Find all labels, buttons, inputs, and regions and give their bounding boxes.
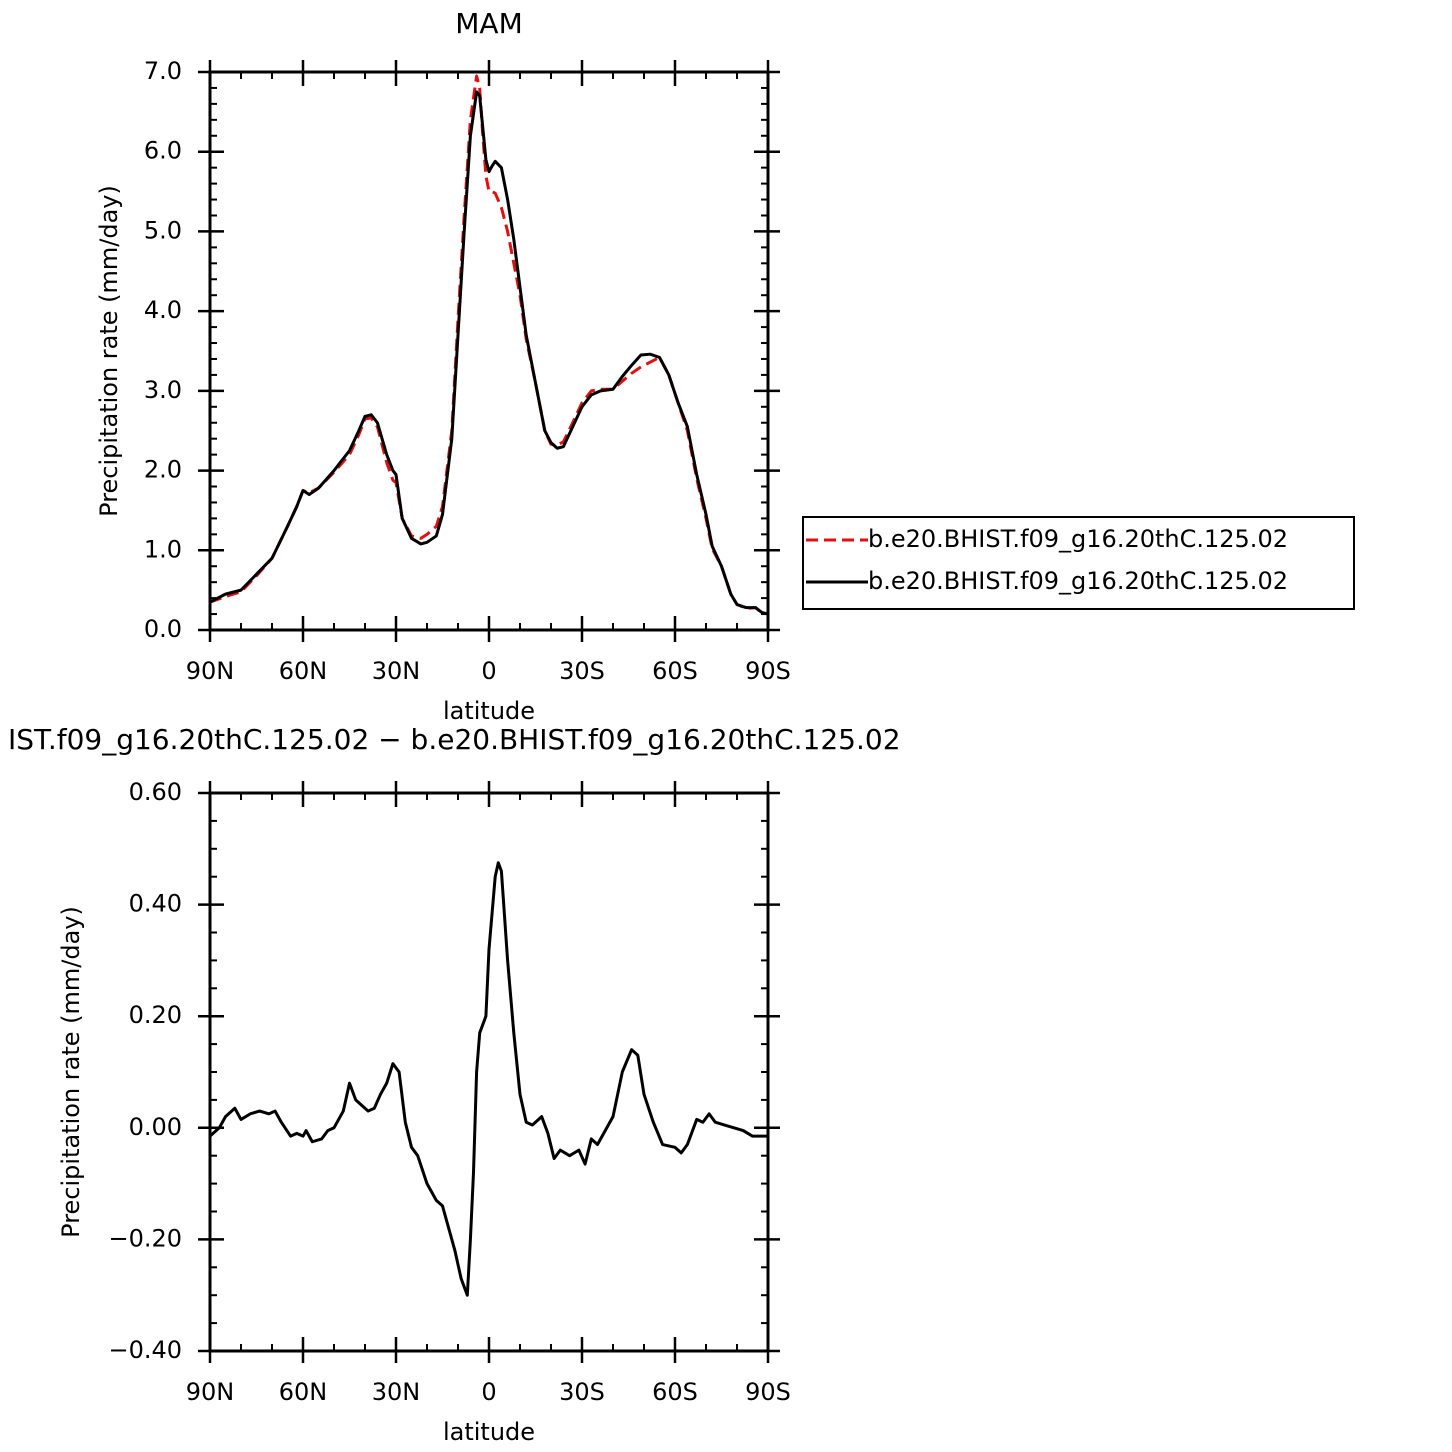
y-axis-label: Precipitation rate (mm/day) (95, 185, 123, 517)
y-tick-label: 0.40 (129, 890, 182, 918)
chart-title: IST.f09_g16.20thC.125.02 − b.e20.BHIST.f… (8, 723, 901, 756)
y-tick-label: 1.0 (144, 535, 182, 563)
x-tick-label: 30S (559, 1378, 605, 1406)
x-tick-label: 60S (652, 657, 698, 685)
y-tick-label: 0.00 (129, 1113, 182, 1141)
x-tick-label: 90S (745, 1378, 791, 1406)
y-tick-label: 3.0 (144, 376, 182, 404)
x-tick-label: 30N (372, 657, 421, 685)
x-tick-label: 30N (372, 1378, 421, 1406)
y-tick-label: 7.0 (144, 57, 182, 85)
y-tick-label: 0.20 (129, 1001, 182, 1029)
x-tick-label: 30S (559, 657, 605, 685)
y-tick-label: −0.40 (108, 1336, 182, 1364)
legend-box (802, 516, 1355, 610)
legend-label: b.e20.BHIST.f09_g16.20thC.125.02 (868, 567, 1288, 595)
x-tick-label: 90S (745, 657, 791, 685)
x-tick-label: 60S (652, 1378, 698, 1406)
data-line (209, 74, 769, 616)
x-tick-label: 60N (279, 1378, 328, 1406)
y-tick-label: 6.0 (144, 137, 182, 165)
x-axis-label: latitude (443, 1418, 535, 1446)
y-tick-label: 0.60 (129, 778, 182, 806)
y-tick-label: 0.0 (144, 615, 182, 643)
y-tick-label: −0.20 (108, 1224, 182, 1252)
x-tick-label: 0 (481, 657, 496, 685)
plot-frame (208, 791, 770, 1353)
x-axis-label: latitude (443, 697, 535, 725)
x-tick-label: 60N (279, 657, 328, 685)
plot-frame (208, 70, 770, 632)
legend-label: b.e20.BHIST.f09_g16.20thC.125.02 (868, 525, 1288, 553)
data-line (208, 861, 768, 1297)
chart-title: MAM (455, 7, 522, 40)
x-tick-label: 90N (186, 657, 235, 685)
x-tick-label: 90N (186, 1378, 235, 1406)
y-tick-label: 2.0 (144, 456, 182, 484)
y-tick-label: 4.0 (144, 296, 182, 324)
x-tick-label: 0 (481, 1378, 496, 1406)
data-line (209, 90, 769, 616)
y-axis-label: Precipitation rate (mm/day) (57, 906, 85, 1238)
y-tick-label: 5.0 (144, 216, 182, 244)
